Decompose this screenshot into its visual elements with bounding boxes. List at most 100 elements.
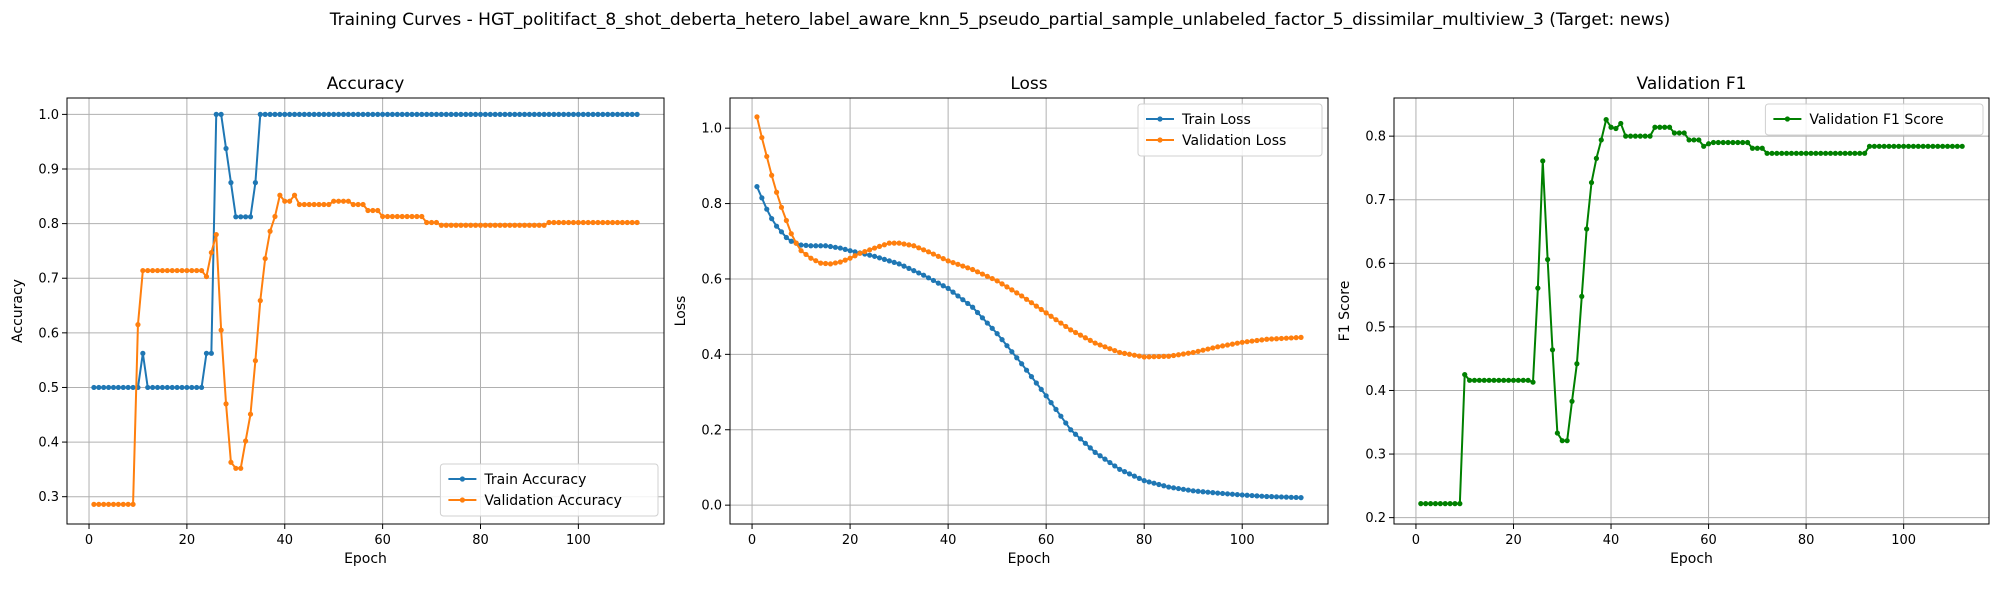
loss-xlabel: Epoch — [1008, 551, 1051, 567]
validation-f1-score-point — [1432, 501, 1439, 507]
accuracy-ytick-label: 0.4 — [38, 436, 59, 451]
f1-ticks: 0 20 40 60 80 100 0.2 0.3 0.4 0.5 0.6 0.7 0.8 — [1365, 130, 1916, 548]
validation-accuracy-point — [614, 219, 621, 226]
train-accuracy-point — [189, 384, 195, 391]
validation-f1-score-point — [1813, 150, 1819, 156]
train-loss-point — [906, 265, 912, 271]
train-accuracy-point — [517, 111, 523, 117]
f1-axes-frame — [1393, 97, 1990, 525]
validation-f1-score-point — [1579, 293, 1585, 299]
f1-ytick-label: 0.3 — [1365, 448, 1386, 463]
validation-f1-score-point — [1891, 143, 1897, 149]
validation-accuracy-point — [233, 465, 239, 471]
validation-accuracy-point — [531, 222, 537, 228]
validation-f1-score-point — [1540, 158, 1546, 164]
validation-loss-point — [1298, 334, 1304, 340]
validation-f1-score-point — [1506, 377, 1512, 383]
validation-f1-score-point — [1520, 377, 1526, 383]
train-loss-point — [754, 183, 760, 190]
train-loss-point — [1117, 466, 1123, 472]
validation-accuracy-point — [213, 231, 219, 238]
train-loss-line — [756, 186, 1302, 499]
validation-f1-score-point — [1935, 143, 1941, 149]
validation-accuracy-point — [350, 201, 356, 208]
validation-f1-score-point — [1876, 143, 1882, 149]
validation-f1-score-point — [1510, 377, 1517, 383]
train-accuracy-point — [580, 111, 586, 117]
validation-f1-score-point — [1910, 143, 1917, 149]
validation-loss-point — [896, 240, 902, 246]
validation-accuracy-point — [438, 222, 444, 228]
validation-accuracy-point — [228, 459, 234, 465]
train-loss-markers — [754, 183, 1304, 501]
validation-accuracy-point — [380, 213, 386, 220]
train-accuracy-point — [218, 111, 224, 117]
loss-legend: Train Loss Validation Loss — [1137, 103, 1323, 157]
train-loss-point — [822, 243, 829, 249]
validation-loss-point — [832, 260, 838, 266]
validation-accuracy-point — [502, 222, 508, 228]
validation-loss-legend-marker — [1157, 137, 1163, 143]
validation-loss-point — [1273, 336, 1280, 342]
train-loss-point — [1019, 361, 1025, 367]
train-accuracy-point — [512, 111, 518, 117]
validation-accuracy-point — [287, 198, 293, 204]
validation-accuracy-point — [154, 267, 161, 274]
train-accuracy-point — [619, 111, 626, 117]
train-accuracy-point — [335, 111, 342, 117]
validation-loss-point — [1229, 341, 1236, 347]
validation-f1-score-point — [1657, 124, 1663, 130]
train-accuracy-point — [492, 111, 498, 117]
validation-accuracy-point — [619, 219, 626, 226]
validation-f1-score-point — [1959, 143, 1965, 149]
validation-loss-point — [974, 269, 981, 275]
validation-accuracy-point — [355, 201, 361, 208]
validation-loss-point — [999, 281, 1005, 287]
train-accuracy-point — [448, 111, 454, 117]
validation-accuracy-point — [91, 501, 97, 507]
train-loss-point — [896, 261, 902, 267]
validation-f1-score-point — [1944, 143, 1951, 149]
validation-loss-point — [1171, 352, 1177, 359]
validation-accuracy-point — [262, 255, 268, 262]
train-accuracy-point — [473, 111, 479, 117]
train-loss-point — [867, 252, 873, 258]
train-accuracy-point — [340, 111, 347, 117]
train-loss-point — [960, 297, 966, 303]
train-loss-point — [994, 331, 1000, 337]
validation-loss-point — [1190, 349, 1196, 356]
validation-f1-score-point — [1842, 150, 1848, 156]
validation-f1-score-point — [1925, 143, 1931, 149]
validation-accuracy-point — [257, 298, 263, 304]
train-loss-point — [1063, 420, 1069, 426]
train-loss-point — [1053, 406, 1059, 412]
validation-f1-score-point — [1486, 377, 1492, 383]
train-loss-point — [1126, 471, 1133, 477]
train-accuracy-point — [595, 111, 601, 117]
train-accuracy-point — [115, 384, 121, 391]
train-loss-point — [1293, 494, 1299, 501]
validation-loss-markers — [754, 114, 1304, 360]
train-loss-point — [1283, 494, 1289, 500]
validation-accuracy-point — [433, 219, 440, 226]
train-accuracy-point — [194, 384, 200, 391]
train-loss-point — [1087, 445, 1093, 451]
validation-f1-score-point — [1569, 398, 1575, 404]
train-accuracy-point — [169, 384, 175, 391]
accuracy-xtick-label: 60 — [374, 533, 391, 548]
train-accuracy-point — [291, 111, 298, 117]
accuracy-ytick-label: 0.5 — [38, 381, 59, 396]
train-accuracy-point — [433, 111, 440, 117]
validation-accuracy-point — [629, 219, 635, 226]
accuracy-ytick-label: 0.9 — [38, 163, 59, 178]
train-accuracy-point — [531, 111, 537, 117]
train-accuracy-point — [463, 111, 469, 117]
validation-f1-score-point — [1462, 371, 1468, 378]
train-accuracy-point — [243, 214, 249, 220]
validation-loss-point — [1019, 293, 1025, 299]
train-accuracy-point — [91, 384, 97, 391]
validation-accuracy-line — [93, 194, 638, 506]
train-accuracy-point — [497, 111, 503, 117]
train-accuracy-point — [443, 111, 449, 117]
validation-loss-point — [1117, 349, 1123, 356]
